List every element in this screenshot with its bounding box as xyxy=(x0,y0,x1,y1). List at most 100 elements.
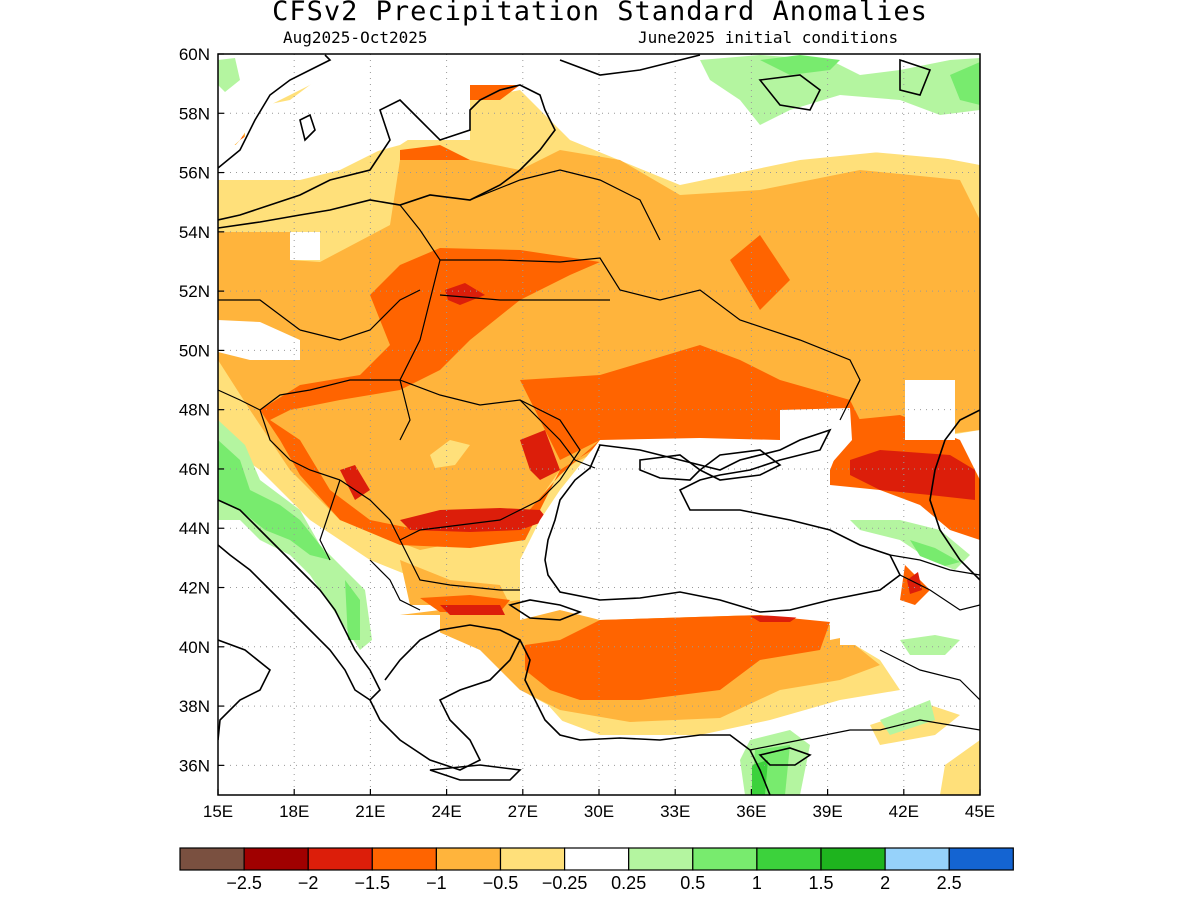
border-line xyxy=(839,379,861,421)
colorbar-swatch xyxy=(307,847,373,871)
colorbar-swatch xyxy=(179,847,245,871)
border-line xyxy=(440,257,861,401)
finland-gulf-coastline xyxy=(559,54,701,76)
border-line xyxy=(399,204,441,441)
colorbar-label: −1.5 xyxy=(355,873,391,893)
marmara-outline xyxy=(508,599,583,621)
period-subtitle: Aug2025-Oct2025 xyxy=(283,28,428,47)
coastlines-and-borders xyxy=(218,54,980,795)
anomaly-region xyxy=(520,430,560,480)
map-title: CFSv2 Precipitation Standard Anomalies xyxy=(272,0,928,27)
anomaly-region xyxy=(400,615,440,650)
anomaly-region xyxy=(440,605,505,615)
lake-onega-outline xyxy=(899,58,932,96)
lat-tick-label: 50N xyxy=(179,341,210,360)
colorbar-label: −2 xyxy=(298,873,319,893)
anomaly-region xyxy=(445,283,485,305)
colorbar-label: 0.5 xyxy=(680,873,705,893)
lon-tick-label: 30E xyxy=(584,802,614,821)
lat-tick-label: 40N xyxy=(179,638,210,657)
country-borders xyxy=(218,169,980,751)
init-conditions-subtitle: June2025 initial conditions xyxy=(638,28,899,47)
gotland-outline xyxy=(299,113,316,142)
colorbar-swatch xyxy=(628,847,694,871)
anomaly-region xyxy=(940,740,980,795)
lat-tick-label: 60N xyxy=(179,45,210,64)
border-line xyxy=(889,554,980,576)
baltic-coastline xyxy=(218,84,556,229)
lat-tick-label: 54N xyxy=(179,223,210,242)
lon-tick-label: 27E xyxy=(508,802,538,821)
colorbar-swatch xyxy=(948,847,1014,871)
colorbar-label: 1 xyxy=(752,873,762,893)
anomaly-region xyxy=(218,54,980,160)
lat-tick-label: 58N xyxy=(179,104,210,123)
anomaly-region xyxy=(340,465,370,500)
anomaly-region xyxy=(905,380,955,440)
colorbar-label: 0.25 xyxy=(611,873,646,893)
lat-tick-label: 36N xyxy=(179,756,210,775)
colorbar-label: 2.5 xyxy=(937,873,962,893)
anomaly-region xyxy=(950,62,980,105)
lat-tick-label: 56N xyxy=(179,164,210,183)
colorbar-label: −2.5 xyxy=(226,873,262,893)
lake-ladoga-outline xyxy=(758,74,822,111)
anomaly-region xyxy=(910,540,960,566)
sea-of-azov-outline xyxy=(698,449,782,481)
colorbar-swatch xyxy=(371,847,437,871)
anomaly-region xyxy=(218,58,240,92)
lat-tick-label: 48N xyxy=(179,401,210,420)
anomaly-region xyxy=(520,345,860,460)
anomaly-region xyxy=(520,438,900,640)
anomaly-shading xyxy=(218,54,980,795)
anomaly-region xyxy=(850,450,975,500)
greece-coastline xyxy=(369,624,522,771)
border-line xyxy=(879,649,980,701)
colorbar-swatch xyxy=(243,847,309,871)
lon-tick-label: 36E xyxy=(736,802,766,821)
border-line xyxy=(339,379,581,541)
levant-coastline xyxy=(749,749,771,795)
lon-tick-label: 39E xyxy=(812,802,842,821)
anomaly-region xyxy=(345,580,360,640)
colorbar-swatch xyxy=(563,847,630,871)
aegean-turkey-coastline xyxy=(519,639,751,751)
adriatic-coastline xyxy=(218,499,381,702)
lon-tick-label: 42E xyxy=(889,802,919,821)
anomaly-region xyxy=(400,560,510,605)
border-line xyxy=(439,294,610,301)
anomaly-region xyxy=(752,760,768,795)
border-line xyxy=(218,299,301,331)
border-line xyxy=(218,389,261,411)
lat-tick-label: 38N xyxy=(179,697,210,716)
crete-outline xyxy=(429,764,522,781)
anomaly-region xyxy=(290,232,320,260)
anomaly-region xyxy=(840,615,880,645)
colorbar-swatch xyxy=(884,847,950,871)
anomaly-region xyxy=(850,745,940,795)
colorbar-label: −0.5 xyxy=(483,873,519,893)
colorbar-label: 1.5 xyxy=(808,873,833,893)
anomaly-region xyxy=(730,235,790,310)
lon-tick-label: 45E xyxy=(965,802,995,821)
colorbar-label: 2 xyxy=(880,873,890,893)
axis-tickmarks xyxy=(217,53,981,795)
border-line xyxy=(749,719,980,751)
latitude-axis: 60N 58N 56N 54N 52N 50N 48N 46N 44N 42N 40N 38N 36N xyxy=(179,45,210,775)
anomaly-region xyxy=(525,615,830,700)
caspian-coastline xyxy=(929,409,980,581)
lat-tick-label: 44N xyxy=(179,519,210,538)
anomaly-region xyxy=(907,572,922,594)
anomaly-region xyxy=(760,55,840,75)
lon-tick-label: 24E xyxy=(431,802,461,821)
anomaly-region xyxy=(400,145,470,160)
lon-tick-label: 18E xyxy=(279,802,309,821)
black-sea-coastline xyxy=(544,428,902,613)
colorbar-swatch xyxy=(692,847,758,871)
lat-tick-label: 46N xyxy=(179,460,210,479)
border-line xyxy=(469,169,661,241)
colorbar-swatch xyxy=(499,847,566,871)
anomaly-region xyxy=(700,55,980,125)
anomaly-region xyxy=(218,100,470,180)
